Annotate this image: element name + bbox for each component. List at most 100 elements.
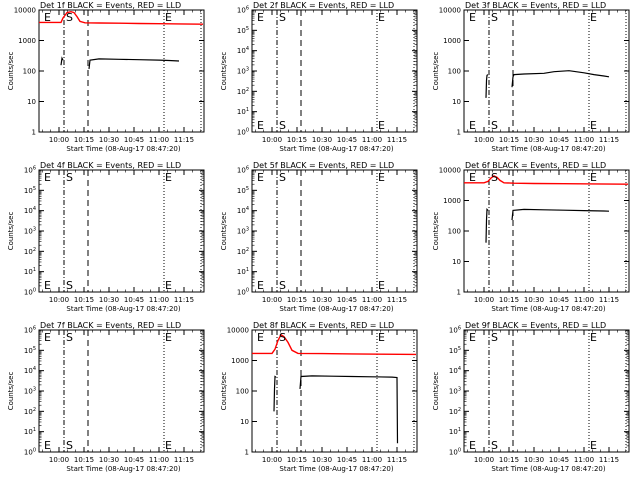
- marker-e-top: E: [165, 331, 172, 344]
- y-tick-label: 1: [245, 449, 249, 457]
- marker-s-bottom: S: [491, 439, 498, 452]
- detector-panel-3: Det 3f BLACK = Events, RED = LLD 1 10 100 10…: [432, 1, 630, 153]
- marker-e-top: E: [378, 11, 385, 24]
- x-tick-label: 11:15: [174, 296, 194, 304]
- events-series-line: [88, 58, 180, 69]
- x-tick-label: 11:00: [362, 296, 382, 304]
- y-tick-label: 106: [237, 166, 249, 175]
- x-tick-label: 10:00: [474, 136, 494, 144]
- x-tick-label: 10:00: [474, 296, 494, 304]
- y-tick-label: 100: [236, 388, 249, 396]
- x-tick-label: 10:15: [287, 456, 307, 464]
- panel-title: Det 6f BLACK = Events, RED = LLD: [465, 161, 606, 170]
- y-tick-label: 1: [457, 129, 461, 137]
- marker-s-top: S: [491, 171, 498, 184]
- x-tick-label: 10:45: [337, 136, 357, 144]
- events-series-line: [485, 208, 489, 243]
- x-tick-label: 10:45: [549, 136, 569, 144]
- x-tick-label: 10:30: [524, 136, 544, 144]
- marker-e-bottom: E: [257, 119, 264, 132]
- y-axis-label: Counts/sec: [220, 372, 228, 411]
- x-tick-label: 10:00: [262, 456, 282, 464]
- y-tick-label: 100: [237, 288, 249, 297]
- y-tick-label: 102: [24, 407, 36, 416]
- marker-s-top: S: [491, 11, 498, 24]
- y-axis-label: Counts/sec: [432, 212, 440, 251]
- x-tick-label: 11:15: [599, 136, 619, 144]
- y-axis-label: Counts/sec: [7, 52, 15, 91]
- y-tick-label: 1000: [443, 197, 461, 205]
- y-tick-label: 100: [24, 448, 36, 457]
- x-axis-label: Start Time (08-Aug-17 08:47:20): [279, 465, 393, 473]
- x-tick-label: 10:00: [262, 136, 282, 144]
- y-axis-label: Counts/sec: [432, 52, 440, 91]
- y-tick-label: 10: [27, 98, 36, 106]
- y-tick-label: 103: [24, 227, 36, 236]
- x-tick-label: 11:15: [174, 136, 194, 144]
- y-tick-label: 10000: [439, 167, 461, 175]
- events-series-line: [511, 208, 610, 221]
- marker-s-top: S: [279, 331, 286, 344]
- x-tick-label: 10:15: [287, 136, 307, 144]
- x-tick-label: 10:30: [312, 136, 332, 144]
- detector-panel-4: Det 4f BLACK = Events, RED = LLD 100 101 10…: [7, 161, 205, 313]
- y-tick-label: 100: [23, 68, 36, 76]
- lld-series-line: [39, 10, 204, 25]
- x-tick-label: 10:15: [499, 456, 519, 464]
- y-tick-label: 103: [237, 67, 249, 76]
- y-axis-label: Counts/sec: [7, 212, 15, 251]
- marker-s-top: S: [279, 11, 286, 24]
- y-tick-label: 10000: [14, 7, 36, 15]
- y-tick-label: 105: [24, 346, 36, 355]
- x-axis-label: Start Time (08-Aug-17 08:47:20): [66, 305, 180, 313]
- panel-title: Det 8f BLACK = Events, RED = LLD: [253, 321, 394, 330]
- y-tick-label: 100: [24, 288, 36, 297]
- marker-e-top: E: [44, 11, 51, 24]
- marker-e-bottom: E: [44, 439, 51, 452]
- y-tick-label: 105: [237, 186, 249, 195]
- events-series-line: [511, 70, 610, 88]
- marker-s-top: S: [66, 171, 73, 184]
- y-axis-label: Counts/sec: [7, 372, 15, 411]
- y-tick-label: 106: [449, 326, 461, 335]
- y-tick-label: 102: [237, 87, 249, 96]
- y-tick-label: 105: [449, 346, 461, 355]
- x-tick-label: 11:00: [574, 456, 594, 464]
- y-tick-label: 1000: [18, 37, 36, 45]
- panel-title: Det 7f BLACK = Events, RED = LLD: [40, 321, 181, 330]
- x-tick-label: 10:45: [337, 296, 357, 304]
- x-axis-label: Start Time (08-Aug-17 08:47:20): [279, 145, 393, 153]
- y-tick-label: 10000: [439, 7, 461, 15]
- y-axis-label: Counts/sec: [220, 52, 228, 91]
- y-tick-label: 101: [237, 107, 249, 116]
- y-tick-label: 100: [237, 128, 249, 137]
- x-axis-label: Start Time (08-Aug-17 08:47:20): [279, 305, 393, 313]
- marker-e-bottom: E: [469, 439, 476, 452]
- x-tick-label: 11:15: [387, 296, 407, 304]
- y-tick-label: 101: [237, 267, 249, 276]
- x-tick-label: 11:00: [574, 136, 594, 144]
- x-tick-label: 10:45: [124, 456, 144, 464]
- y-tick-label: 1000: [443, 37, 461, 45]
- lld-series-line: [252, 333, 417, 356]
- x-tick-label: 10:00: [262, 296, 282, 304]
- y-tick-label: 104: [237, 46, 249, 55]
- lld-series-line: [464, 175, 629, 185]
- y-tick-label: 103: [237, 227, 249, 236]
- detector-panel-7: Det 7f BLACK = Events, RED = LLD 100 101 10…: [7, 321, 205, 473]
- x-tick-label: 10:30: [99, 296, 119, 304]
- detector-panel-2: Det 2f BLACK = Events, RED = LLD 100 101 10…: [220, 1, 418, 153]
- events-series-line: [60, 56, 64, 66]
- y-tick-label: 100: [448, 228, 461, 236]
- detector-panel-9: Det 9f BLACK = Events, RED = LLD 100 101 10…: [432, 321, 630, 473]
- panel-title: Det 1f BLACK = Events, RED = LLD: [40, 1, 181, 10]
- y-tick-label: 1: [32, 129, 36, 137]
- x-tick-label: 10:30: [312, 456, 332, 464]
- x-tick-label: 10:00: [474, 456, 494, 464]
- x-tick-label: 11:00: [149, 136, 169, 144]
- x-tick-label: 10:00: [49, 456, 69, 464]
- x-axis-label: Start Time (08-Aug-17 08:47:20): [491, 465, 605, 473]
- marker-e-top: E: [590, 331, 597, 344]
- x-tick-label: 10:15: [287, 296, 307, 304]
